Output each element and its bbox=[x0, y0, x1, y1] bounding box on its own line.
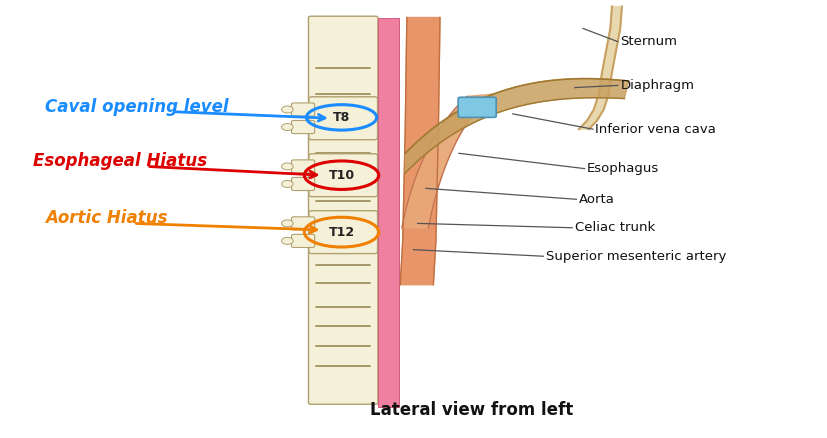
Polygon shape bbox=[579, 94, 609, 129]
FancyBboxPatch shape bbox=[309, 211, 377, 254]
Text: Celiac trunk: Celiac trunk bbox=[575, 221, 655, 234]
Text: Aortic Hiatus: Aortic Hiatus bbox=[45, 209, 168, 227]
Polygon shape bbox=[402, 94, 492, 228]
Text: Sternum: Sternum bbox=[620, 35, 677, 48]
FancyBboxPatch shape bbox=[308, 16, 378, 404]
FancyBboxPatch shape bbox=[291, 160, 314, 173]
FancyBboxPatch shape bbox=[291, 177, 314, 191]
Ellipse shape bbox=[282, 163, 294, 170]
Text: T10: T10 bbox=[328, 169, 355, 182]
FancyBboxPatch shape bbox=[291, 217, 314, 230]
Text: T8: T8 bbox=[333, 111, 350, 124]
Text: Caval opening level: Caval opening level bbox=[45, 98, 229, 116]
Ellipse shape bbox=[282, 124, 294, 131]
Text: Superior mesenteric artery: Superior mesenteric artery bbox=[546, 250, 726, 263]
Text: Inferior vena cava: Inferior vena cava bbox=[595, 123, 716, 136]
FancyBboxPatch shape bbox=[291, 120, 314, 134]
Text: T12: T12 bbox=[328, 226, 355, 239]
Polygon shape bbox=[599, 7, 622, 94]
Text: Diaphragm: Diaphragm bbox=[620, 79, 694, 92]
FancyBboxPatch shape bbox=[309, 97, 377, 140]
Text: Esophageal Hiatus: Esophageal Hiatus bbox=[33, 152, 208, 170]
Polygon shape bbox=[400, 18, 440, 285]
Ellipse shape bbox=[282, 180, 294, 187]
Ellipse shape bbox=[282, 237, 294, 244]
Ellipse shape bbox=[282, 106, 294, 113]
FancyBboxPatch shape bbox=[291, 103, 314, 116]
Polygon shape bbox=[405, 78, 629, 173]
Text: Esophagus: Esophagus bbox=[587, 162, 659, 175]
Ellipse shape bbox=[282, 220, 294, 227]
Bar bbox=[378, 18, 399, 407]
FancyBboxPatch shape bbox=[458, 97, 496, 117]
Text: Aorta: Aorta bbox=[579, 193, 614, 206]
FancyBboxPatch shape bbox=[309, 154, 377, 197]
Text: Lateral view from left: Lateral view from left bbox=[370, 400, 573, 419]
FancyBboxPatch shape bbox=[291, 234, 314, 247]
